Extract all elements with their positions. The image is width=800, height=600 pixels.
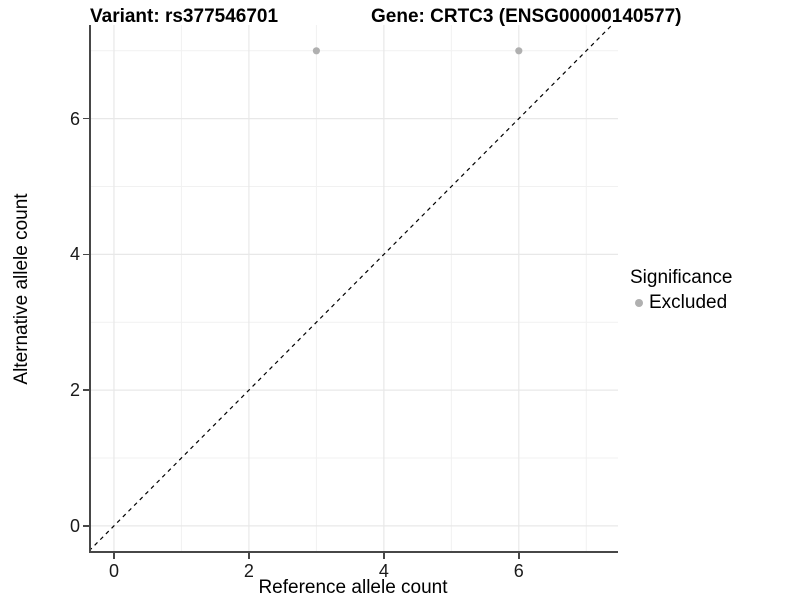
legend-point-icon <box>635 299 643 307</box>
x-tick-label: 4 <box>378 561 389 581</box>
y-tick-label: 4 <box>69 244 80 265</box>
legend-item-label: Excluded <box>649 292 728 313</box>
x-tick-label: 6 <box>513 561 524 581</box>
plot-title-variant: Variant: rs377546701 <box>90 6 279 27</box>
data-point <box>515 47 523 55</box>
x-tick-mark <box>518 553 520 559</box>
x-tick-mark <box>113 553 115 559</box>
y-tick-mark <box>83 525 89 527</box>
data-point <box>312 47 320 55</box>
y-tick-label: 2 <box>69 380 80 401</box>
x-tick-label: 0 <box>108 561 119 581</box>
plot-panel <box>89 25 618 553</box>
plot-title-gene: Gene: CRTC3 (ENSG00000140577) <box>371 6 682 27</box>
y-tick-mark <box>83 253 89 256</box>
legend-item-excluded: Excluded <box>630 292 732 314</box>
x-axis-title: Reference allele count <box>258 577 448 598</box>
y-tick-label: 0 <box>69 515 80 536</box>
plot-canvas <box>89 25 618 553</box>
legend-title: Significance <box>630 267 733 288</box>
legend: Significance Excluded <box>630 267 732 314</box>
y-tick-label: 6 <box>69 108 80 129</box>
y-axis-title: Alternative allele count <box>11 193 32 385</box>
identity-dashed-line <box>89 25 613 552</box>
x-tick-label: 2 <box>243 561 254 581</box>
x-tick-mark <box>383 553 385 559</box>
y-tick-mark <box>83 117 89 120</box>
y-tick-mark <box>83 389 89 391</box>
x-tick-mark <box>248 553 250 559</box>
